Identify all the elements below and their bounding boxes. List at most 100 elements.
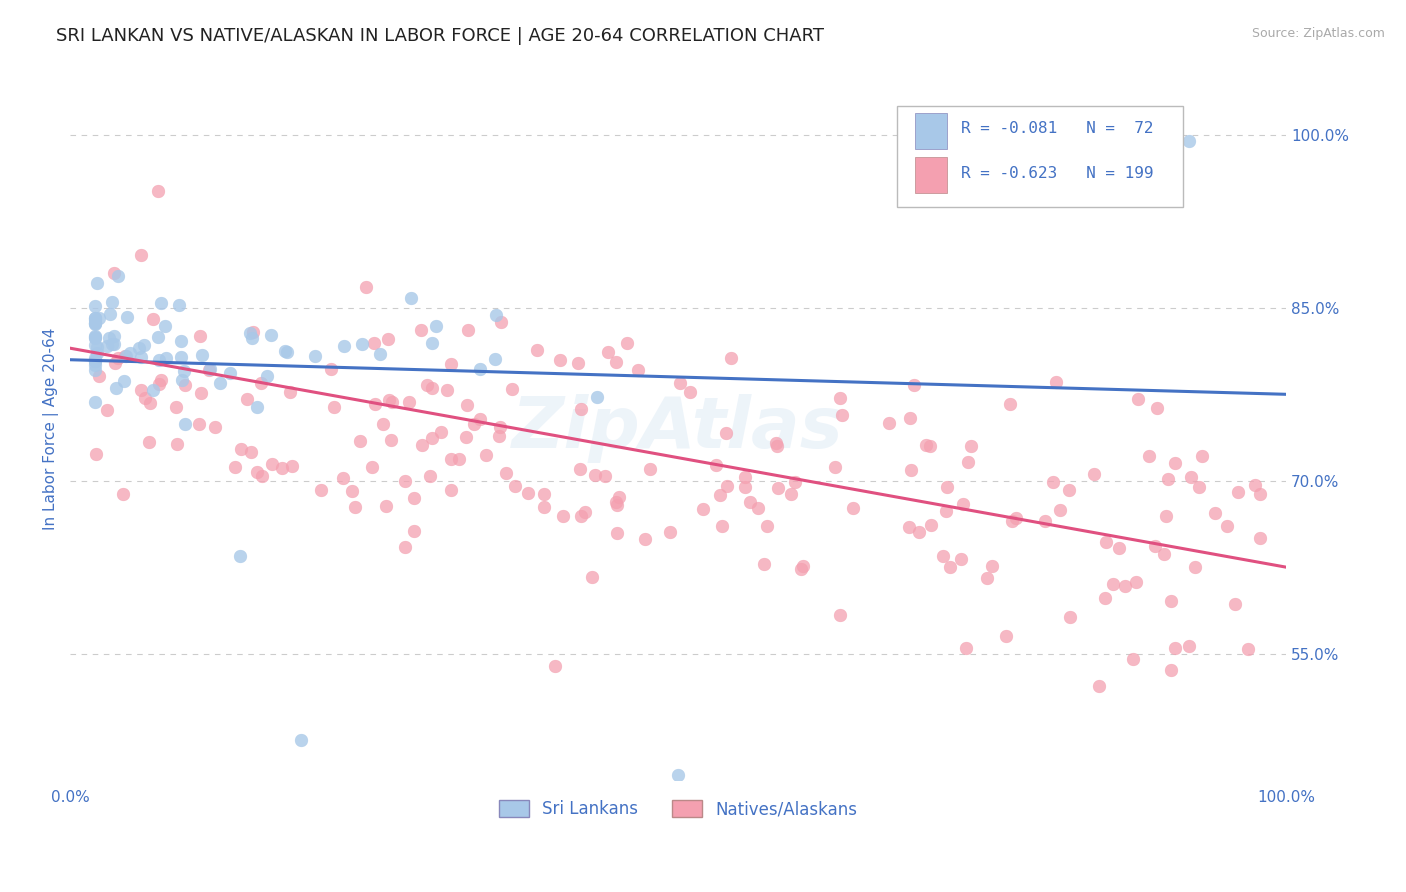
Point bbox=[606, 526, 628, 541]
Point bbox=[246, 466, 269, 480]
Point bbox=[704, 458, 727, 472]
Point bbox=[960, 439, 983, 453]
Point bbox=[488, 428, 510, 442]
Point bbox=[936, 480, 959, 494]
Point bbox=[567, 356, 589, 370]
Point bbox=[101, 337, 124, 351]
Point bbox=[533, 487, 555, 501]
FancyBboxPatch shape bbox=[897, 105, 1182, 208]
Point bbox=[1204, 506, 1226, 520]
Point bbox=[830, 607, 852, 622]
Point bbox=[831, 408, 853, 422]
Point bbox=[605, 495, 627, 509]
Point bbox=[83, 331, 105, 345]
Point bbox=[1049, 502, 1071, 516]
Point bbox=[457, 323, 479, 337]
Point bbox=[198, 363, 221, 377]
Point bbox=[86, 277, 108, 291]
Point bbox=[104, 356, 127, 370]
Point bbox=[375, 500, 398, 514]
Point bbox=[1157, 472, 1180, 486]
Point bbox=[709, 488, 731, 502]
Point bbox=[83, 354, 105, 368]
Point bbox=[1249, 486, 1271, 500]
Point bbox=[606, 498, 628, 512]
Point bbox=[609, 490, 631, 504]
Point bbox=[409, 323, 432, 337]
Point bbox=[1087, 679, 1109, 693]
Text: Source: ZipAtlas.com: Source: ZipAtlas.com bbox=[1251, 27, 1385, 40]
Point bbox=[420, 381, 443, 395]
Point bbox=[114, 349, 136, 363]
Point bbox=[503, 478, 526, 492]
Y-axis label: In Labor Force | Age 20-64: In Labor Force | Age 20-64 bbox=[44, 327, 59, 530]
Point bbox=[319, 362, 342, 376]
Point bbox=[332, 471, 354, 485]
Point bbox=[381, 395, 404, 409]
Point bbox=[290, 733, 312, 747]
Point bbox=[995, 629, 1018, 643]
Point bbox=[950, 552, 973, 566]
Point bbox=[828, 391, 851, 405]
Point bbox=[83, 316, 105, 330]
Point bbox=[191, 348, 214, 362]
Point bbox=[190, 386, 212, 401]
Point bbox=[309, 483, 332, 497]
Point bbox=[1042, 475, 1064, 490]
Point bbox=[1057, 483, 1080, 498]
Point bbox=[188, 329, 211, 343]
Point bbox=[1033, 515, 1056, 529]
Point bbox=[1164, 456, 1187, 470]
Point bbox=[83, 316, 105, 330]
Point bbox=[484, 351, 506, 366]
Point bbox=[83, 299, 105, 313]
Point bbox=[456, 398, 478, 412]
Text: ZipAtlas: ZipAtlas bbox=[512, 394, 844, 463]
Point bbox=[148, 376, 170, 391]
Point bbox=[1094, 591, 1116, 605]
Point bbox=[1083, 467, 1105, 482]
Point bbox=[548, 353, 571, 368]
Point bbox=[955, 640, 977, 655]
Point bbox=[430, 425, 453, 440]
Point bbox=[533, 500, 555, 514]
FancyBboxPatch shape bbox=[915, 112, 946, 149]
Point bbox=[785, 475, 807, 490]
Point bbox=[1059, 610, 1081, 624]
Point bbox=[86, 447, 108, 461]
Point bbox=[900, 463, 922, 477]
Point bbox=[710, 518, 733, 533]
Point bbox=[83, 329, 105, 343]
Point bbox=[1146, 401, 1168, 415]
Point bbox=[551, 509, 574, 524]
Point bbox=[150, 373, 173, 387]
Point bbox=[720, 351, 742, 365]
Point bbox=[425, 319, 447, 334]
Point bbox=[270, 461, 292, 475]
Point bbox=[103, 329, 125, 343]
Point bbox=[454, 430, 477, 444]
Point bbox=[1004, 511, 1026, 525]
Point bbox=[363, 335, 385, 350]
Point bbox=[734, 470, 756, 484]
Point bbox=[402, 491, 425, 506]
Point bbox=[103, 337, 125, 351]
Point bbox=[323, 400, 346, 414]
Point bbox=[83, 394, 105, 409]
Point bbox=[998, 397, 1021, 411]
Point bbox=[679, 385, 702, 400]
Point bbox=[440, 357, 463, 371]
Point bbox=[1126, 392, 1149, 407]
Point bbox=[340, 483, 363, 498]
Point bbox=[86, 340, 108, 354]
Point bbox=[634, 532, 657, 546]
Point bbox=[1160, 663, 1182, 677]
Point bbox=[638, 462, 661, 476]
Point bbox=[449, 452, 471, 467]
Text: SRI LANKAN VS NATIVE/ALASKAN IN LABOR FORCE | AGE 20-64 CORRELATION CHART: SRI LANKAN VS NATIVE/ALASKAN IN LABOR FO… bbox=[56, 27, 824, 45]
Point bbox=[544, 659, 567, 673]
Point bbox=[398, 395, 420, 409]
Point bbox=[107, 268, 129, 283]
Point bbox=[1160, 594, 1182, 608]
Point bbox=[716, 479, 738, 493]
